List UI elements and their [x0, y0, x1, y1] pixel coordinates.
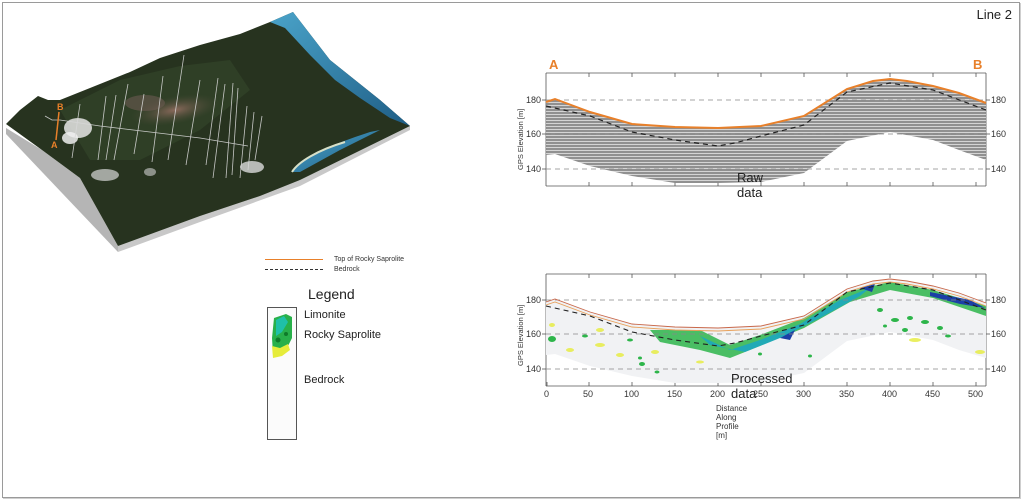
legend-item-saprolite: Top of Rocky Saprolite — [265, 254, 404, 264]
x-tick-0: 0 — [544, 389, 550, 399]
dashed-line-swatch — [265, 268, 323, 270]
raw-y-tick-right-180: 180 — [991, 95, 1007, 105]
legend-zone-rocky-saprolite: Rocky Saprolite — [304, 329, 382, 341]
solid-line-swatch — [265, 258, 323, 260]
x-axis-label: Distance Along Profile [m] — [716, 404, 748, 440]
raw-y-tick-180: 180 — [526, 95, 542, 105]
x-tick-200: 200 — [710, 389, 726, 399]
legend-zone-limonite: Limonite — [304, 309, 346, 321]
x-tick-300: 300 — [796, 389, 812, 399]
x-tick-250: 250 — [753, 389, 769, 399]
processed-y-tick-right-140: 140 — [991, 364, 1007, 374]
raw-y-tick-160: 160 — [526, 129, 542, 139]
processed-y-tick-right-160: 160 — [991, 329, 1007, 339]
processed-plot-caption: Processed data — [731, 371, 793, 401]
x-tick-500: 500 — [968, 389, 984, 399]
raw-y-tick-right-140: 140 — [991, 164, 1007, 174]
legend-title: Legend — [308, 286, 355, 302]
x-tick-350: 350 — [839, 389, 855, 399]
processed-y-axis-label: GPS Elevation [m] — [516, 304, 525, 366]
x-tick-50: 50 — [583, 389, 594, 399]
legend-item-bedrock: Bedrock — [265, 264, 404, 274]
x-tick-400: 400 — [882, 389, 898, 399]
legend-color-bar — [267, 307, 297, 440]
x-tick-450: 450 — [925, 389, 941, 399]
raw-endpoint-b: B — [973, 57, 983, 72]
legend-zone-bedrock: Bedrock — [304, 374, 345, 386]
map-label-b: B — [57, 102, 64, 112]
raw-y-tick-right-160: 160 — [991, 129, 1007, 139]
processed-y-tick-160: 160 — [526, 329, 542, 339]
processed-y-tick-140: 140 — [526, 364, 542, 374]
terrain-map-graphic — [6, 12, 410, 252]
x-tick-150: 150 — [667, 389, 683, 399]
raw-y-tick-140: 140 — [526, 164, 542, 174]
line-legend: Top of Rocky Saprolite Bedrock — [265, 254, 404, 274]
figure-title: Line 2 — [976, 7, 1012, 22]
raw-endpoint-a: A — [549, 57, 559, 72]
terrain-map: B A — [0, 0, 420, 260]
raw-plot-caption: Raw data — [737, 170, 764, 200]
processed-y-tick-180: 180 — [526, 295, 542, 305]
map-label-a: A — [51, 140, 58, 150]
x-tick-100: 100 — [624, 389, 640, 399]
processed-y-tick-right-180: 180 — [991, 295, 1007, 305]
